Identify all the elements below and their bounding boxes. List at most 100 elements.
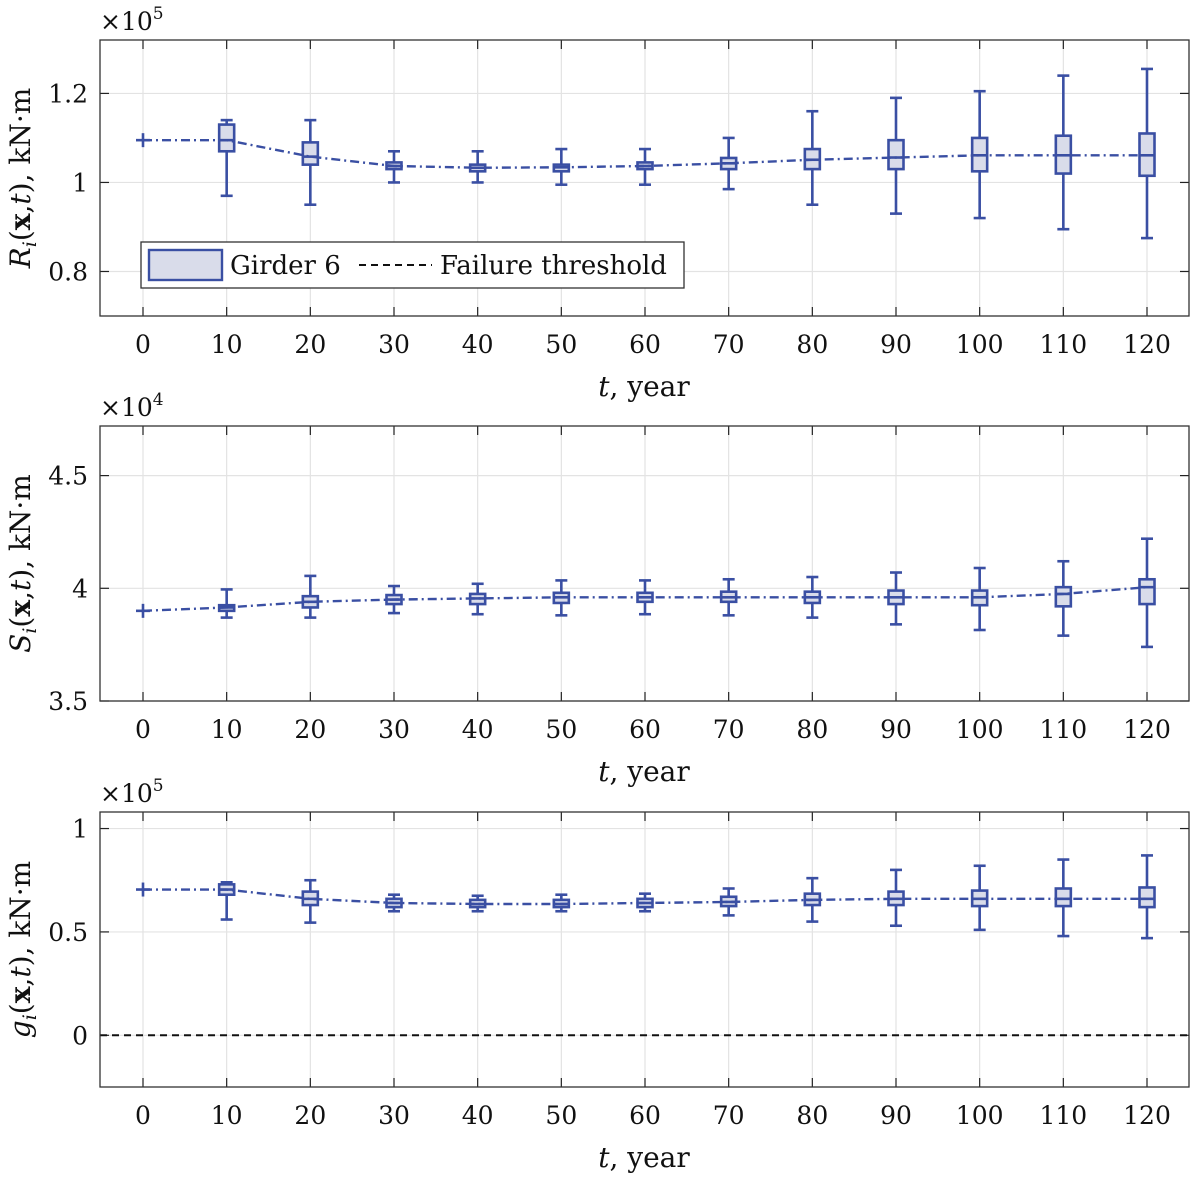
panel-1: 0.8 1 1.2 0 10 20 30 40 50 60 70 80 90 100 110 120 ×105 G…	[48, 4, 1190, 359]
panel-3-multiplier: ×105	[100, 776, 164, 808]
panel-2-xtick-label: 10	[211, 715, 243, 744]
panel-2-xtick-label: 30	[378, 715, 410, 744]
panel-3-xtick-label: 110	[1039, 1101, 1087, 1130]
multiplier-exponent: 5	[153, 4, 164, 24]
box-iqr	[217, 123, 236, 153]
panel-1-median-trend-line	[143, 138, 1147, 169]
box-iqr	[301, 141, 320, 166]
ylabel-vector: x	[4, 600, 37, 617]
panel-3-ytick-label: 1	[72, 815, 88, 844]
panel-2-xtick-label: 0	[135, 715, 151, 744]
xlabel-variable: t	[598, 755, 610, 788]
ylabel-time: t	[4, 579, 37, 591]
ylabel-symbol: S	[4, 634, 37, 653]
panel-1-ylabel: Ri(x,t), kN·m	[4, 88, 41, 270]
panel-1-xtick-label: 50	[545, 330, 577, 359]
ylabel-subscript: i	[19, 241, 41, 247]
panel-1-box-20	[301, 118, 320, 207]
panel-3-axes-frame	[99, 811, 1190, 1088]
panel-3-xtick-label: 0	[135, 1101, 151, 1130]
panel-1-ytick-label: 0.8	[48, 257, 88, 286]
ylabel-time: t	[4, 193, 37, 205]
panel-2-multiplier: ×104	[100, 390, 164, 422]
panel-2-xtick-label: 50	[545, 715, 577, 744]
panel-1-box-90	[887, 96, 905, 215]
panel-2-median-trend-line	[142, 585, 1148, 613]
ylabel-paren: (	[4, 617, 37, 628]
ylabel-paren: (	[4, 230, 37, 241]
panel-1-xtick-label: 40	[462, 330, 494, 359]
box-iqr	[1138, 577, 1156, 606]
ylabel-symbol: R	[4, 247, 37, 269]
panel-3-median-trend-line	[143, 888, 1147, 906]
box-iqr	[887, 138, 905, 171]
panel-3: 00.510 10 20 30 40 50 60 70 80 90 100 110 120×105	[48, 776, 1190, 1130]
legend: Girder 6 Failure threshold	[140, 241, 685, 289]
panel-1-xlabel: t, year	[598, 370, 690, 403]
panel-2-ytick-label: 3.5	[48, 687, 88, 716]
panel-2-box-70	[719, 577, 738, 617]
panel-3-box-120	[1138, 854, 1156, 940]
panel-3-xtick-label: 40	[462, 1101, 494, 1130]
legend-frame	[140, 241, 685, 289]
panel-2-xtick-label: 60	[629, 715, 661, 744]
panel-3-xtick-label: 10	[211, 1101, 243, 1130]
panel-2-ylabel: Si(x,t), kN·m	[4, 474, 41, 653]
ylabel-symbol: g	[4, 1020, 37, 1038]
panel-2-xtick-label: 20	[294, 715, 326, 744]
multiplier-base: ×10	[100, 7, 153, 36]
panel-1-xtick-label: 100	[956, 330, 1004, 359]
xlabel-variable: t	[598, 1141, 610, 1174]
panel-3-xlabel: t, year	[598, 1141, 690, 1174]
legend-threshold-label: Failure threshold	[440, 251, 667, 281]
panel-2-xtick-label: 110	[1039, 715, 1087, 744]
panel-2-box-120	[1138, 537, 1156, 649]
ylabel-vector: x	[4, 986, 37, 1003]
panel-3-xtick-label: 50	[545, 1101, 577, 1130]
panel-3-ytick-label: 0.5	[48, 918, 88, 947]
panel-2-xlabel: t, year	[598, 755, 690, 788]
panel-2-xtick-label: 100	[956, 715, 1004, 744]
panel-2-ylabel-text: Si(x,t), kN·m	[4, 474, 41, 653]
xlabel-variable: t	[598, 370, 610, 403]
panel-2-ytick-label: 4	[72, 574, 88, 603]
box-iqr	[1054, 887, 1073, 908]
panel-1-xtick-label: 70	[713, 330, 745, 359]
ylabel-unit: ), kN·m	[4, 474, 37, 580]
panel-3-xtick-label: 90	[880, 1101, 912, 1130]
panel-1-box-120	[1138, 67, 1156, 240]
panel-1-xtick-label: 60	[629, 330, 661, 359]
panel-3-xtick-label: 120	[1123, 1101, 1171, 1130]
box-iqr	[1054, 585, 1073, 608]
panel-2-xtick-label: 80	[796, 715, 828, 744]
multiplier-base: ×10	[100, 779, 153, 808]
ylabel-subscript: i	[19, 628, 41, 634]
panel-2-ytick-label: 4.5	[48, 462, 88, 491]
panel-2-xtick-label: 40	[462, 715, 494, 744]
ylabel-subscript: i	[19, 1014, 41, 1020]
panel-1-axes-frame	[99, 39, 1190, 317]
panel-1-xtick-label: 10	[211, 330, 243, 359]
panel-3-xtick-label: 30	[378, 1101, 410, 1130]
legend-box-label: Girder 6	[230, 251, 341, 281]
panel-1-xtick-label: 90	[880, 330, 912, 359]
panel-3-ytick-label: 0	[72, 1021, 88, 1050]
panel-3-xtick-label: 60	[629, 1101, 661, 1130]
ylabel-paren: (	[4, 1003, 37, 1014]
panel-2-xtick-label: 90	[880, 715, 912, 744]
ylabel-comma: ,	[4, 591, 37, 600]
multiplier-exponent: 4	[153, 390, 164, 410]
ylabel-unit: ), kN·m	[4, 88, 37, 194]
panel-2: 3.544.50 10 20 30 40 50 60 70 80 90 100 110 120×104	[48, 390, 1190, 744]
xlabel-unit: , year	[609, 755, 690, 788]
xlabel-unit: , year	[609, 370, 690, 403]
panel-1-ytick-label: 1.2	[48, 79, 88, 108]
panel-1-xtick-label: 110	[1039, 330, 1087, 359]
panel-2-axes-frame	[99, 425, 1190, 702]
panel-2-xtick-label: 120	[1123, 715, 1171, 744]
box-iqr	[1138, 886, 1156, 909]
panel-3-xtick-label: 100	[956, 1101, 1004, 1130]
panel-3-ylabel: gi(x,t), kN·m	[4, 861, 41, 1038]
ylabel-time: t	[4, 966, 37, 978]
